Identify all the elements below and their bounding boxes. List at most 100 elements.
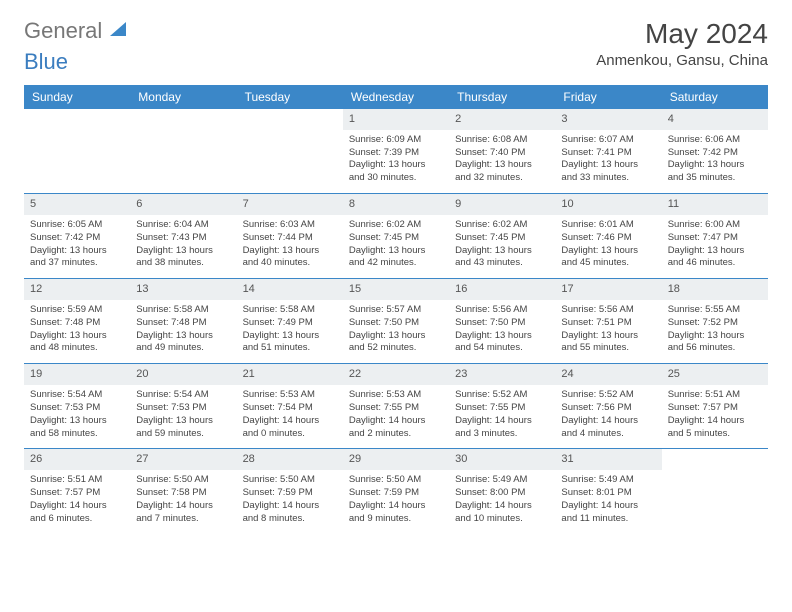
logo-sail-icon <box>108 18 128 44</box>
day-number: 27 <box>130 449 236 470</box>
day-number: 8 <box>343 194 449 215</box>
calendar-cell: 23Sunrise: 5:52 AMSunset: 7:55 PMDayligh… <box>449 364 555 449</box>
sunset-text: Sunset: 7:52 PM <box>668 317 762 330</box>
day-number: 14 <box>237 279 343 300</box>
sunrise-text: Sunrise: 6:07 AM <box>561 134 655 147</box>
day-number: 18 <box>662 279 768 300</box>
sunrise-text: Sunrise: 6:06 AM <box>668 134 762 147</box>
daylight-text: Daylight: 13 hours and 56 minutes. <box>668 330 762 356</box>
daylight-text: Daylight: 14 hours and 4 minutes. <box>561 415 655 441</box>
sunrise-text: Sunrise: 5:49 AM <box>561 474 655 487</box>
daylight-text: Daylight: 14 hours and 6 minutes. <box>30 500 124 526</box>
day-header: Wednesday <box>343 85 449 109</box>
sunset-text: Sunset: 7:58 PM <box>136 487 230 500</box>
calendar-cell: 4 Sunrise: 6:06 AMSunset: 7:42 PMDaylight… <box>662 109 768 194</box>
calendar-cell: 18 Sunrise: 5:55 AMSunset: 7:52 PMDayligh… <box>662 279 768 364</box>
sunset-text: Sunset: 7:51 PM <box>561 317 655 330</box>
calendar-cell: 7 Sunrise: 6:03 AMSunset: 7:44 PMDaylight… <box>237 194 343 279</box>
daylight-text: Daylight: 14 hours and 9 minutes. <box>349 500 443 526</box>
daylight-text: Daylight: 13 hours and 42 minutes. <box>349 245 443 271</box>
day-number: 4 <box>662 109 768 130</box>
sunrise-text: Sunrise: 5:54 AM <box>30 389 124 402</box>
daylight-text: Daylight: 13 hours and 30 minutes. <box>349 159 443 185</box>
calendar-table: SundayMondayTuesdayWednesdayThursdayFrid… <box>24 85 768 533</box>
calendar-cell: 31Sunrise: 5:49 AMSunset: 8:01 PMDayligh… <box>555 449 661 534</box>
sunrise-text: Sunrise: 6:04 AM <box>136 219 230 232</box>
calendar-cell: 15Sunrise: 5:57 AMSunset: 7:50 PMDayligh… <box>343 279 449 364</box>
day-header: Thursday <box>449 85 555 109</box>
sunrise-text: Sunrise: 6:05 AM <box>30 219 124 232</box>
sunset-text: Sunset: 7:56 PM <box>561 402 655 415</box>
daylight-text: Daylight: 13 hours and 32 minutes. <box>455 159 549 185</box>
day-number: 6 <box>130 194 236 215</box>
sunset-text: Sunset: 7:54 PM <box>243 402 337 415</box>
day-header: Sunday <box>24 85 130 109</box>
daylight-text: Daylight: 13 hours and 35 minutes. <box>668 159 762 185</box>
logo-text-general: General <box>24 18 102 44</box>
calendar-cell: 25Sunrise: 5:51 AMSunset: 7:57 PMDayligh… <box>662 364 768 449</box>
calendar-cell: 21Sunrise: 5:53 AMSunset: 7:54 PMDayligh… <box>237 364 343 449</box>
sunrise-text: Sunrise: 6:02 AM <box>349 219 443 232</box>
calendar-cell: 29Sunrise: 5:50 AMSunset: 7:59 PMDayligh… <box>343 449 449 534</box>
calendar-cell: 28Sunrise: 5:50 AMSunset: 7:59 PMDayligh… <box>237 449 343 534</box>
calendar-cell <box>24 109 130 194</box>
day-number: 15 <box>343 279 449 300</box>
sunset-text: Sunset: 7:43 PM <box>136 232 230 245</box>
sunset-text: Sunset: 7:42 PM <box>30 232 124 245</box>
sunrise-text: Sunrise: 5:54 AM <box>136 389 230 402</box>
day-number: 11 <box>662 194 768 215</box>
sunset-text: Sunset: 7:48 PM <box>30 317 124 330</box>
sunset-text: Sunset: 7:39 PM <box>349 147 443 160</box>
day-number: 25 <box>662 364 768 385</box>
sunset-text: Sunset: 7:55 PM <box>349 402 443 415</box>
sunrise-text: Sunrise: 6:03 AM <box>243 219 337 232</box>
calendar-cell <box>662 449 768 534</box>
daylight-text: Daylight: 14 hours and 8 minutes. <box>243 500 337 526</box>
sunrise-text: Sunrise: 5:50 AM <box>243 474 337 487</box>
sunrise-text: Sunrise: 5:55 AM <box>668 304 762 317</box>
daylight-text: Daylight: 13 hours and 46 minutes. <box>668 245 762 271</box>
location-subtitle: Anmenkou, Gansu, China <box>596 52 768 69</box>
sunset-text: Sunset: 7:44 PM <box>243 232 337 245</box>
calendar-cell: 5Sunrise: 6:05 AMSunset: 7:42 PMDaylight… <box>24 194 130 279</box>
daylight-text: Daylight: 13 hours and 51 minutes. <box>243 330 337 356</box>
day-header: Tuesday <box>237 85 343 109</box>
day-number: 12 <box>24 279 130 300</box>
day-number: 22 <box>343 364 449 385</box>
calendar-cell: 10Sunrise: 6:01 AMSunset: 7:46 PMDayligh… <box>555 194 661 279</box>
sunset-text: Sunset: 7:45 PM <box>455 232 549 245</box>
sunset-text: Sunset: 7:53 PM <box>30 402 124 415</box>
daylight-text: Daylight: 13 hours and 55 minutes. <box>561 330 655 356</box>
calendar-cell: 19Sunrise: 5:54 AMSunset: 7:53 PMDayligh… <box>24 364 130 449</box>
sunrise-text: Sunrise: 5:50 AM <box>349 474 443 487</box>
sunrise-text: Sunrise: 6:01 AM <box>561 219 655 232</box>
daylight-text: Daylight: 14 hours and 10 minutes. <box>455 500 549 526</box>
sunset-text: Sunset: 7:59 PM <box>349 487 443 500</box>
calendar-cell: 13Sunrise: 5:58 AMSunset: 7:48 PMDayligh… <box>130 279 236 364</box>
day-header: Monday <box>130 85 236 109</box>
daylight-text: Daylight: 14 hours and 5 minutes. <box>668 415 762 441</box>
sunrise-text: Sunrise: 5:56 AM <box>455 304 549 317</box>
daylight-text: Daylight: 13 hours and 40 minutes. <box>243 245 337 271</box>
sunrise-text: Sunrise: 6:09 AM <box>349 134 443 147</box>
sunrise-text: Sunrise: 5:57 AM <box>349 304 443 317</box>
calendar-cell <box>130 109 236 194</box>
sunset-text: Sunset: 7:42 PM <box>668 147 762 160</box>
calendar-cell: 22Sunrise: 5:53 AMSunset: 7:55 PMDayligh… <box>343 364 449 449</box>
sunset-text: Sunset: 7:50 PM <box>455 317 549 330</box>
calendar-cell: 17Sunrise: 5:56 AMSunset: 7:51 PMDayligh… <box>555 279 661 364</box>
sunrise-text: Sunrise: 5:58 AM <box>243 304 337 317</box>
sunrise-text: Sunrise: 5:53 AM <box>243 389 337 402</box>
sunrise-text: Sunrise: 5:56 AM <box>561 304 655 317</box>
calendar-cell <box>237 109 343 194</box>
day-number: 7 <box>237 194 343 215</box>
sunrise-text: Sunrise: 5:50 AM <box>136 474 230 487</box>
day-number: 16 <box>449 279 555 300</box>
day-number: 9 <box>449 194 555 215</box>
sunset-text: Sunset: 7:45 PM <box>349 232 443 245</box>
sunrise-text: Sunrise: 5:51 AM <box>668 389 762 402</box>
daylight-text: Daylight: 14 hours and 11 minutes. <box>561 500 655 526</box>
sunrise-text: Sunrise: 6:02 AM <box>455 219 549 232</box>
sunset-text: Sunset: 7:47 PM <box>668 232 762 245</box>
calendar-cell: 12Sunrise: 5:59 AMSunset: 7:48 PMDayligh… <box>24 279 130 364</box>
